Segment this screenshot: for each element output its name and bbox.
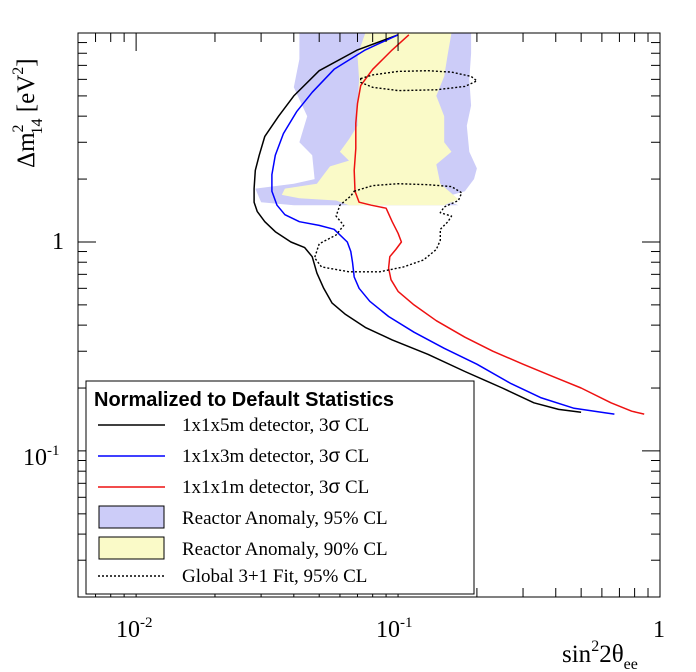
legend-entry-red: 1x1x1m detector, 3σ CL <box>182 477 369 498</box>
legend-title: Normalized to Default Statistics <box>94 389 394 411</box>
y-tick-label: 1 <box>52 229 64 255</box>
region-reactor-anomaly-90 <box>281 33 459 206</box>
global-fit-lower <box>313 183 463 273</box>
legend: Normalized to Default Statistics 1x1x5m … <box>85 380 475 595</box>
x-tick-label: 10-1 <box>376 615 413 643</box>
x-axis-title: sin22θee <box>562 638 638 672</box>
series-3m <box>271 34 615 415</box>
x-tick-label: 10-2 <box>116 615 153 643</box>
legend-entry-global: Global 3+1 Fit, 95% CL <box>182 566 367 587</box>
series-5m <box>253 34 582 414</box>
y-tick-label: 10-1 <box>23 443 60 471</box>
x-tick-label: 1 <box>653 617 665 643</box>
plot-frame <box>77 32 661 598</box>
legend-entry-black: 1x1x5m detector, 3σ CL <box>182 415 369 436</box>
legend-swatch-ra95 <box>98 505 165 529</box>
series-1m <box>353 34 645 415</box>
y-axis-title: Δm2 14 [eV2] <box>10 58 46 168</box>
legend-entry-ra95: Reactor Anomaly, 95% CL <box>182 508 388 529</box>
legend-swatch-ra90 <box>98 536 165 560</box>
legend-entry-blue: 1x1x3m detector, 3σ CL <box>182 446 369 467</box>
global-fit-upper <box>360 70 478 92</box>
legend-entry-ra90: Reactor Anomaly, 90% CL <box>182 539 388 560</box>
series-layer <box>253 34 645 415</box>
regions-layer <box>255 33 477 206</box>
